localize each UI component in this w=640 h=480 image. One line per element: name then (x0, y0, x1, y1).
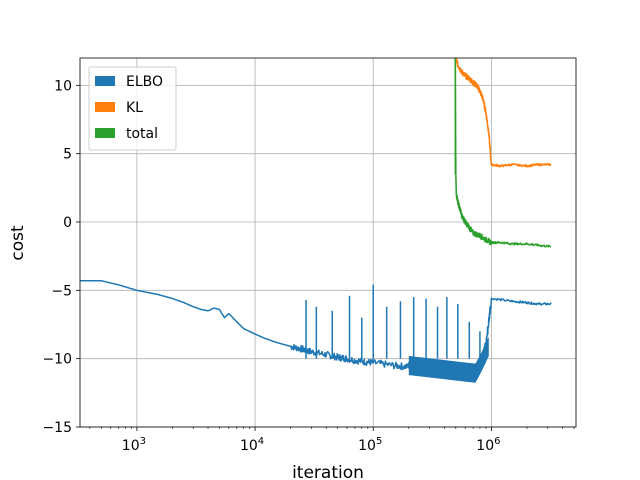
elbo-noise-band (408, 336, 489, 383)
legend-label: total (126, 126, 158, 142)
y-axis-label: cost (8, 225, 28, 261)
series-total (454, 58, 552, 248)
y-tick-label: 5 (63, 147, 72, 163)
plot-frame (79, 57, 577, 428)
x-tick-exponent: 3 (140, 436, 146, 447)
series-line-kl (455, 58, 552, 168)
x-axis-label: iteration (292, 463, 364, 480)
y-tick-label: 0 (63, 215, 72, 231)
legend-swatch (95, 76, 115, 86)
series-line-total (454, 59, 552, 248)
y-tick-label: −15 (42, 420, 72, 436)
y-tick-label: −10 (42, 352, 72, 368)
legend: ELBO KL total (88, 66, 177, 151)
x-tick-base: 10 (240, 438, 258, 454)
y-tick-label: 10 (54, 78, 72, 94)
series-elbo (80, 280, 552, 383)
series-kl (455, 58, 552, 168)
x-tick-exponent: 6 (494, 436, 500, 447)
x-tick-label: 103 (122, 436, 146, 454)
x-tick-exponent: 4 (258, 436, 264, 447)
legend-label: ELBO (126, 74, 163, 90)
x-tick-label: 105 (358, 436, 382, 454)
y-tick-label: −5 (51, 283, 72, 299)
x-tick-exponent: 5 (376, 436, 382, 447)
x-tick-label: 104 (240, 436, 264, 454)
x-tick-base: 10 (122, 438, 140, 454)
legend-swatch (95, 102, 115, 112)
x-tick-base: 10 (476, 438, 494, 454)
legend-label: KL (126, 100, 143, 116)
series-group (80, 58, 552, 383)
x-tick-label: 106 (476, 436, 500, 454)
x-tick-base: 10 (358, 438, 376, 454)
legend-swatch (95, 128, 115, 138)
